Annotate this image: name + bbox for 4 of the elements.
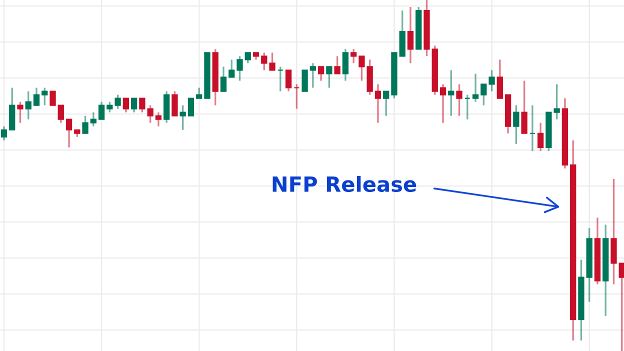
annotation: NFP Release [272, 176, 416, 192]
candlestick [50, 90, 56, 106]
candlestick [302, 70, 308, 92]
candlestick [188, 98, 194, 116]
